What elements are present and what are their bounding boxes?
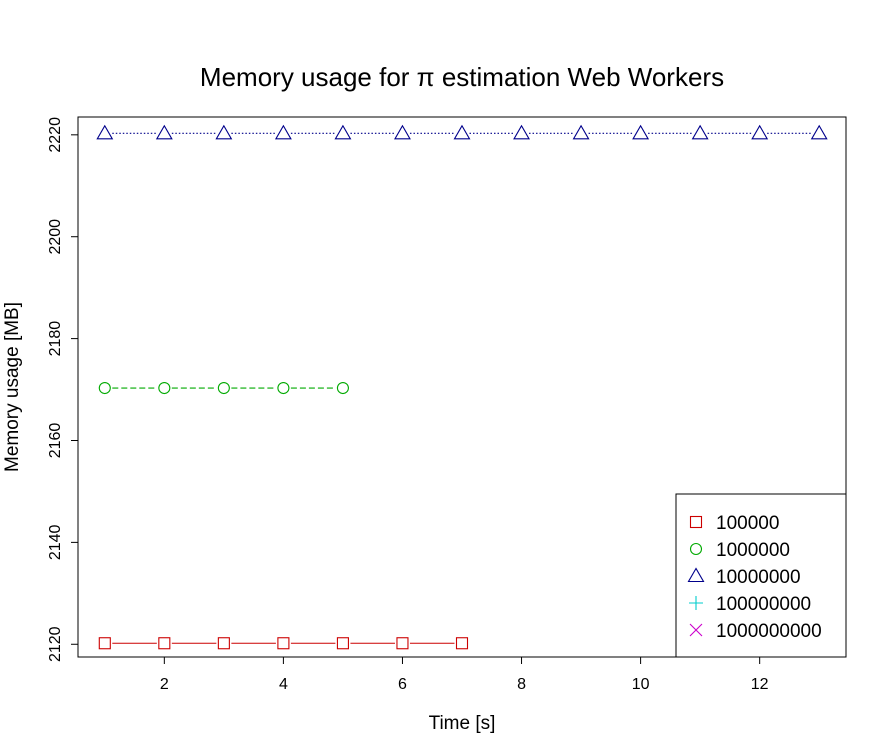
data-point	[334, 124, 352, 140]
data-point	[810, 124, 828, 140]
x-tick-label: 2	[160, 676, 169, 693]
data-point	[217, 637, 230, 650]
data-point	[396, 637, 409, 650]
y-tick-label: 2200	[47, 219, 64, 255]
x-tick-label: 8	[517, 676, 526, 693]
data-point	[98, 637, 111, 650]
data-point	[274, 124, 292, 140]
legend-marker	[689, 623, 703, 637]
legend-box	[675, 493, 847, 658]
legend: 100000 1000000 10000000 100000000 1000000000	[675, 493, 847, 658]
x-axis: 2 4 6 8 10 12	[160, 656, 769, 693]
x-axis-label: Time [s]	[429, 713, 496, 734]
data-point	[513, 124, 530, 140]
legend-marker	[687, 567, 705, 583]
data-point	[215, 124, 233, 140]
data-point	[453, 124, 471, 140]
data-point	[96, 124, 114, 140]
legend-marker	[689, 515, 703, 529]
y-tick-label: 2160	[47, 423, 64, 459]
series-100000	[98, 637, 469, 650]
legend-marker	[689, 596, 703, 610]
y-tick-label: 2180	[47, 321, 64, 357]
y-tick-label: 2140	[47, 524, 64, 560]
data-point	[336, 381, 349, 395]
data-point	[751, 124, 769, 140]
x-tick-label: 6	[398, 676, 407, 693]
series-layer	[96, 124, 828, 650]
y-axis: 2120 2140 2160 2180 2200 2220	[47, 117, 79, 662]
data-point	[394, 124, 411, 140]
legend-label: 100000000	[716, 594, 811, 615]
legend-marker	[689, 542, 703, 556]
data-point	[277, 381, 290, 395]
data-point	[98, 381, 111, 395]
data-point	[158, 637, 171, 650]
y-tick-label: 2220	[47, 117, 64, 153]
data-point	[336, 637, 349, 650]
data-point	[277, 637, 290, 650]
legend-label: 1000000000	[716, 621, 822, 642]
legend-label: 10000000	[716, 567, 801, 588]
data-point	[455, 637, 469, 650]
legend-label: 100000	[716, 513, 779, 534]
x-tick-label: 4	[279, 676, 288, 693]
series-1000000	[98, 381, 349, 395]
y-axis-label: Memory usage [MB]	[2, 302, 23, 472]
data-point	[691, 124, 709, 140]
data-point	[155, 124, 173, 140]
legend-label: 1000000	[716, 540, 790, 561]
data-point	[217, 381, 230, 395]
data-point	[572, 124, 590, 140]
chart-title: Memory usage for π estimation Web Worker…	[200, 62, 724, 92]
x-tick-label: 10	[632, 676, 650, 693]
y-tick-label: 2120	[47, 626, 64, 662]
data-point	[158, 381, 171, 395]
data-point	[632, 124, 650, 140]
x-tick-label: 12	[751, 676, 769, 693]
series-10000000	[96, 124, 828, 140]
